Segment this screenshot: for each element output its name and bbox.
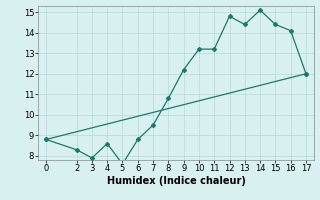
X-axis label: Humidex (Indice chaleur): Humidex (Indice chaleur) xyxy=(107,176,245,186)
